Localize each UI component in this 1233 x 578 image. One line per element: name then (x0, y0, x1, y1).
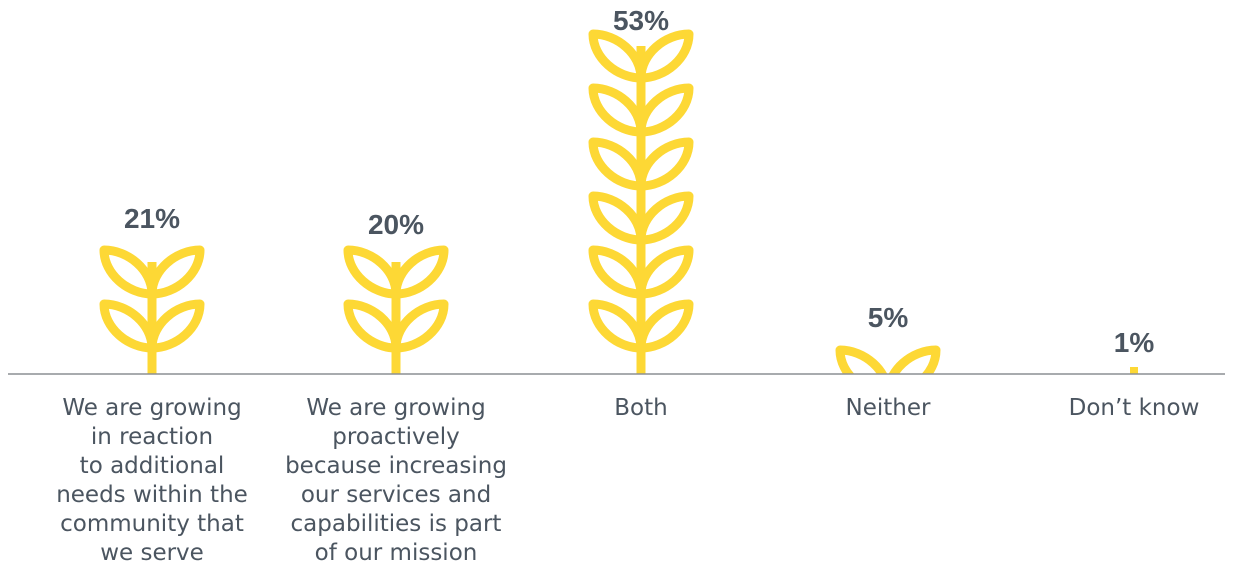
bar-3-leaf-pair-5 (588, 83, 694, 137)
category-label-1-line-3: to additional (80, 453, 225, 479)
category-label-3-line-1: Both (614, 395, 667, 421)
value-label-2: 20% (368, 209, 424, 240)
category-labels-group: We are growing in reaction to additional ne… (56, 395, 1199, 566)
bar-3-leaf-pair-4 (588, 137, 694, 191)
category-label-2-line-2: proactively (332, 424, 460, 450)
bar-1-leaf-pair-2 (99, 245, 205, 299)
bar-2-leaf-pair-2 (343, 245, 449, 299)
bar-4 (835, 345, 941, 375)
bar-4-leaf-pair (835, 345, 941, 375)
bars-group (99, 29, 1138, 375)
category-label-1-line-4: needs within the (56, 482, 248, 508)
bar-2 (343, 245, 449, 374)
category-label-2-line-3: because increasing (285, 453, 507, 479)
bar-1 (99, 245, 205, 374)
category-label-4-line-1: Neither (846, 395, 931, 421)
category-label-1-line-2: in reaction (91, 424, 213, 450)
value-label-1: 21% (124, 203, 180, 234)
bar-3-leaf-pair-1 (588, 299, 694, 353)
category-label-1-line-1: We are growing (62, 395, 241, 421)
bar-3-leaf-pair-2 (588, 245, 694, 299)
bar-5 (1130, 367, 1138, 374)
category-label-1-line-6: we serve (100, 540, 204, 566)
bar-1-leaf-pair-1 (99, 299, 205, 353)
category-label-1-line-5: community that (60, 511, 244, 537)
bar-3-leaf-pair-6 (588, 29, 694, 83)
bar-3 (588, 29, 694, 374)
bar-2-leaf-pair-1 (343, 299, 449, 353)
bar-5-stub (1130, 367, 1138, 374)
category-label-2-line-4: our services and (301, 482, 491, 508)
category-label-2-line-5: capabilities is part (291, 511, 502, 537)
value-label-4: 5% (868, 302, 909, 333)
value-labels-group: 21% 20% 53% 5% 1% (124, 5, 1154, 358)
category-label-2-line-1: We are growing (306, 395, 485, 421)
category-label-2-line-6: of our mission (315, 540, 478, 566)
category-label-5-line-1: Don’t know (1069, 395, 1200, 421)
value-label-5: 1% (1114, 327, 1155, 358)
value-label-3: 53% (613, 5, 669, 36)
bar-3-leaf-pair-3 (588, 191, 694, 245)
